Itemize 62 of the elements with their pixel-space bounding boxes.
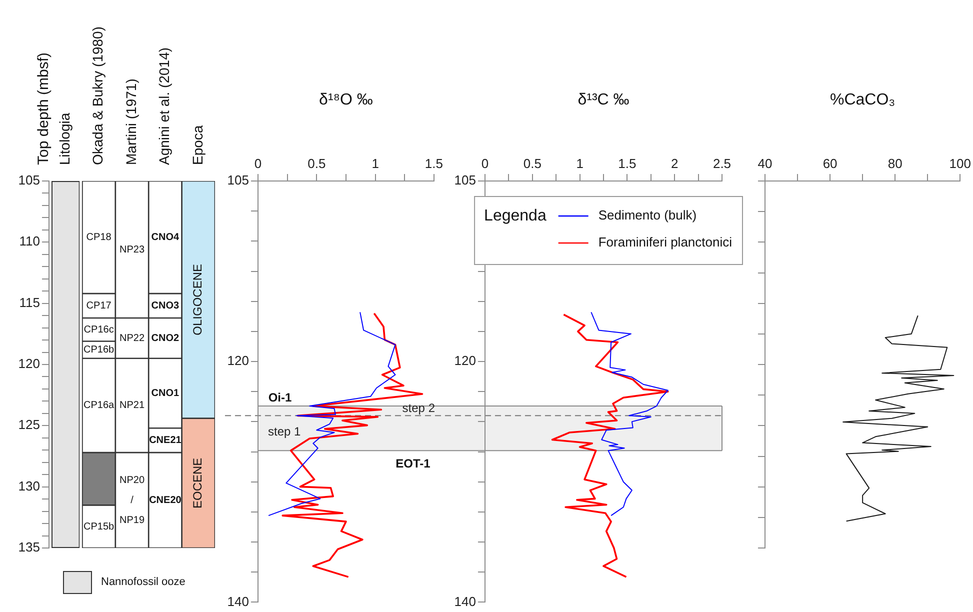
x-tick-label: 1 — [576, 156, 584, 171]
data-label: CP16a — [84, 400, 115, 412]
data-label: CNE21 — [149, 435, 182, 446]
x-tick-label: 100 — [949, 156, 972, 171]
data-label: OLIGOCENE — [190, 264, 205, 336]
x-tick-label: 60 — [822, 156, 838, 171]
y-tick-label: 120 — [454, 353, 476, 368]
data-label: NP23 — [119, 244, 145, 256]
data-label: EOCENE — [190, 458, 205, 509]
data-label: CP18 — [86, 232, 112, 244]
data-label: NP22 — [119, 332, 145, 344]
data-label: CP15b — [84, 521, 115, 532]
y-tick-label: 115 — [19, 294, 40, 310]
data-label: CNO3 — [151, 300, 180, 312]
legend-label: Sedimento (bulk) — [598, 208, 697, 223]
data-label: CP16c — [84, 324, 114, 336]
data-label: CNE20 — [149, 495, 182, 506]
data-label: CNO1 — [151, 388, 180, 399]
x-tick-label: Okada & Bukry (1980) — [90, 26, 106, 165]
x-tick-label: 0.5 — [523, 156, 542, 171]
data-label: CP16b — [84, 344, 115, 356]
data-label: NP20 / NP19 — [119, 475, 145, 526]
y-tick-label: 140 — [454, 594, 476, 609]
data-label: CNO4 — [151, 232, 180, 244]
y-tick-label: 105 — [18, 172, 40, 188]
x-tick-label: 80 — [888, 156, 902, 171]
data-label: CP17 — [86, 300, 112, 312]
x-tick-label: 1.5 — [618, 156, 636, 171]
chart-title: δ¹³C ‰ — [578, 91, 630, 108]
y-axis-title: Top depth (mbsf) — [35, 52, 52, 165]
chart-title: δ¹⁸O ‰ — [319, 91, 373, 108]
x-tick-label: 0 — [254, 156, 262, 171]
x-tick-label: 0 — [481, 156, 489, 171]
x-tick-label: Epoca — [189, 125, 206, 165]
x-tick-label: Agnini et al. (2014) — [156, 47, 172, 165]
x-tick-label: 1.5 — [424, 156, 444, 171]
legend-label: Nannofossil ooze — [101, 576, 186, 588]
legend-label: Foraminiferi planctonici — [598, 234, 732, 250]
annotation: Oi-1 — [268, 390, 292, 404]
band-label: step 1 — [268, 424, 302, 439]
y-tick-label: 105 — [454, 172, 476, 188]
y-tick-label: 130 — [18, 478, 40, 494]
x-tick-label: 2 — [670, 156, 678, 171]
data-label: CNO2 — [151, 332, 180, 344]
annotation: EOT-1 — [396, 456, 431, 470]
ref-line-label: step 2 — [402, 400, 436, 415]
x-tick-label: 1 — [372, 156, 379, 171]
x-tick-label: 40 — [758, 156, 772, 171]
y-tick-label: 120 — [18, 356, 40, 372]
x-tick-label: Litologia — [56, 112, 72, 165]
x-tick-label: 2.5 — [712, 156, 732, 171]
x-tick-label: Martini (1971) — [122, 78, 139, 165]
y-tick-label: 135 — [18, 540, 40, 555]
legend-title: Legenda — [484, 207, 546, 224]
data-label: NP21 — [119, 400, 145, 412]
y-tick-label: 110 — [19, 234, 40, 249]
y-tick-label: 105 — [227, 172, 249, 188]
y-tick-label: 120 — [227, 353, 249, 368]
y-tick-label: 125 — [18, 417, 40, 432]
y-tick-label: 140 — [227, 594, 249, 609]
x-tick-label: 0.5 — [308, 156, 326, 171]
chart-title: %CaCO₃ — [830, 91, 896, 108]
